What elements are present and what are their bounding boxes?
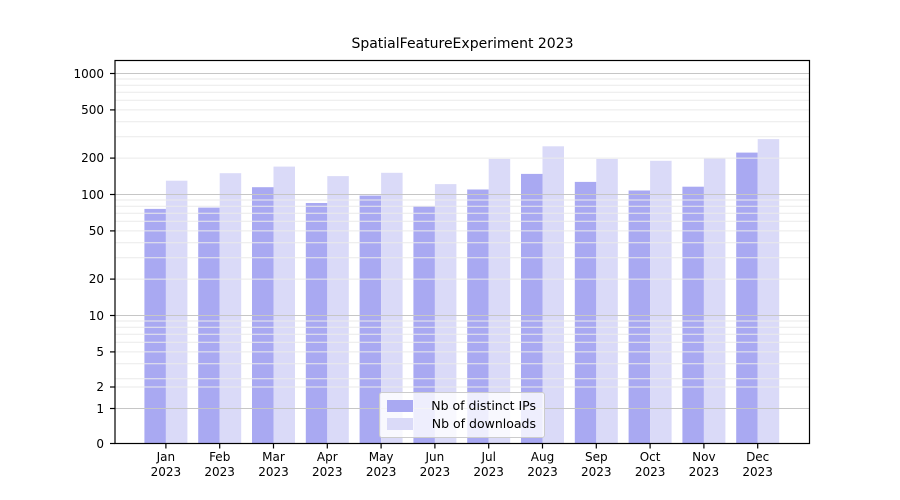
- x-tick-year: 2023: [742, 465, 773, 479]
- x-tick-year: 2023: [204, 465, 235, 479]
- x-tick-label-apr: Apr 2023: [299, 450, 355, 480]
- y-tick-label-1000: 1000: [73, 66, 104, 81]
- x-tick-year: 2023: [581, 465, 612, 479]
- bar-downloads-jan: [165, 180, 188, 444]
- x-tick-label-dec: Dec 2023: [730, 450, 786, 480]
- x-tick-label-sep: Sep 2023: [568, 450, 624, 480]
- y-tick-label-0: 0: [96, 436, 104, 451]
- x-tick-month: Mar: [262, 450, 285, 464]
- x-tick-year: 2023: [527, 465, 558, 479]
- bar-ips-sep: [574, 181, 597, 444]
- x-tick-month: Apr: [316, 450, 338, 464]
- bar-downloads-mar: [273, 166, 295, 444]
- bar-downloads-may: [381, 172, 403, 444]
- bar-downloads-oct: [650, 160, 672, 444]
- x-tick-year: 2023: [150, 465, 182, 479]
- y-tick-label-2: 2: [96, 380, 104, 394]
- x-tick-year: 2023: [634, 465, 666, 479]
- bar-ips-oct: [628, 190, 651, 444]
- bar-downloads-nov: [703, 158, 726, 444]
- plot-border: [114, 59, 811, 445]
- legend-swatch-distinct-ips: [387, 400, 413, 412]
- y-tick-label-1: 1: [96, 401, 104, 416]
- bar-ips-dec: [736, 152, 758, 444]
- bar-downloads-feb: [219, 173, 242, 444]
- legend-item-downloads: Nb of downloads: [387, 416, 536, 432]
- bar-downloads-apr: [327, 176, 349, 444]
- x-tick-month: Dec: [746, 450, 770, 464]
- bar-ips-feb: [198, 207, 220, 444]
- y-tick-label-200: 200: [81, 151, 104, 166]
- bar-downloads-sep: [596, 158, 618, 444]
- legend-swatch-downloads: [387, 418, 413, 430]
- bar-ips-apr: [305, 203, 328, 444]
- x-tick-month: Jul: [481, 450, 496, 464]
- x-tick-label-nov: Nov 2023: [676, 450, 732, 480]
- legend-label-downloads: Nb of downloads: [431, 416, 536, 431]
- y-tick-label-100: 100: [81, 187, 104, 202]
- bar-ips-jan: [144, 208, 166, 444]
- x-tick-label-may: May 2023: [353, 450, 409, 480]
- legend-label-distinct-ips: Nb of distinct IPs: [431, 398, 536, 413]
- bar-ips-jun: [413, 206, 435, 444]
- x-tick-year: 2023: [473, 465, 504, 479]
- x-tick-month: Nov: [692, 450, 716, 464]
- bar-ips-jul: [467, 189, 489, 444]
- x-tick-label-oct: Oct 2023: [622, 450, 678, 480]
- bar-ips-aug: [521, 173, 543, 444]
- x-tick-label-jul: Jul 2023: [461, 450, 517, 480]
- x-tick-month: Feb: [209, 450, 231, 464]
- x-tick-year: 2023: [419, 465, 451, 479]
- legend-item-distinct-ips: Nb of distinct IPs: [387, 398, 536, 414]
- x-tick-month: Oct: [639, 450, 661, 464]
- y-tick-label-10: 10: [88, 308, 104, 323]
- y-tick-label-5: 5: [96, 344, 104, 359]
- x-tick-year: 2023: [688, 465, 720, 479]
- x-tick-year: 2023: [365, 465, 397, 479]
- x-tick-month: Sep: [584, 450, 608, 464]
- chart-title: SpatialFeatureExperiment 2023: [351, 36, 574, 52]
- x-tick-month: Jan: [156, 450, 176, 464]
- x-tick-label-aug: Aug 2023: [515, 450, 571, 480]
- x-tick-month: Jun: [425, 450, 445, 464]
- y-tick-label-500: 500: [81, 102, 104, 117]
- bar-downloads-jul: [488, 158, 511, 444]
- bar-ips-may: [359, 195, 382, 444]
- x-tick-label-jun: Jun 2023: [407, 450, 463, 480]
- bar-downloads-aug: [542, 146, 564, 444]
- bar-downloads-dec: [757, 139, 780, 444]
- x-tick-year: 2023: [312, 465, 343, 479]
- x-tick-label-jan: Jan 2023: [138, 450, 194, 480]
- x-tick-label-mar: Mar 2023: [246, 450, 302, 480]
- y-tick-label-20: 20: [88, 272, 104, 287]
- x-tick-month: Aug: [530, 450, 555, 464]
- x-tick-month: May: [368, 450, 394, 464]
- x-tick-year: 2023: [258, 465, 289, 479]
- x-tick-label-feb: Feb 2023: [192, 450, 248, 480]
- y-tick-label-50: 50: [88, 223, 104, 238]
- legend: Nb of distinct IPs Nb of downloads: [379, 392, 545, 438]
